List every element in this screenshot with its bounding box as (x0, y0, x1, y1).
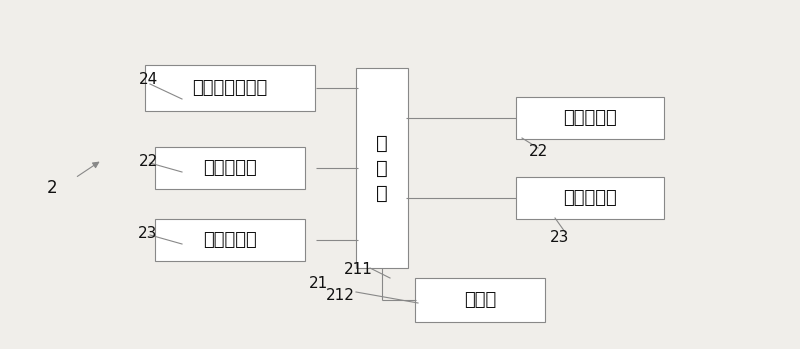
Bar (415, 278, 545, 322)
Text: 24: 24 (138, 73, 158, 88)
Text: 气象参数传感器: 气象参数传感器 (192, 79, 268, 97)
Bar (145, 65, 315, 111)
Bar (155, 219, 305, 261)
Text: 变频器: 变频器 (464, 291, 496, 309)
Text: 211: 211 (343, 262, 373, 277)
Bar (155, 147, 305, 189)
Text: 212: 212 (326, 288, 354, 303)
Bar (516, 177, 664, 219)
Text: 2: 2 (46, 179, 58, 197)
Text: 湿度传感器: 湿度传感器 (563, 189, 617, 207)
Text: 21: 21 (308, 275, 328, 290)
Text: 温度传感器: 温度传感器 (563, 109, 617, 127)
Bar (356, 68, 408, 268)
Text: 湿度传感器: 湿度传感器 (203, 231, 257, 249)
Text: 22: 22 (528, 144, 548, 159)
Text: 22: 22 (138, 155, 158, 170)
Text: 控
制
器: 控 制 器 (376, 134, 388, 202)
Text: 温度传感器: 温度传感器 (203, 159, 257, 177)
Text: 23: 23 (138, 227, 158, 242)
Text: 23: 23 (550, 230, 570, 245)
Bar (516, 97, 664, 139)
